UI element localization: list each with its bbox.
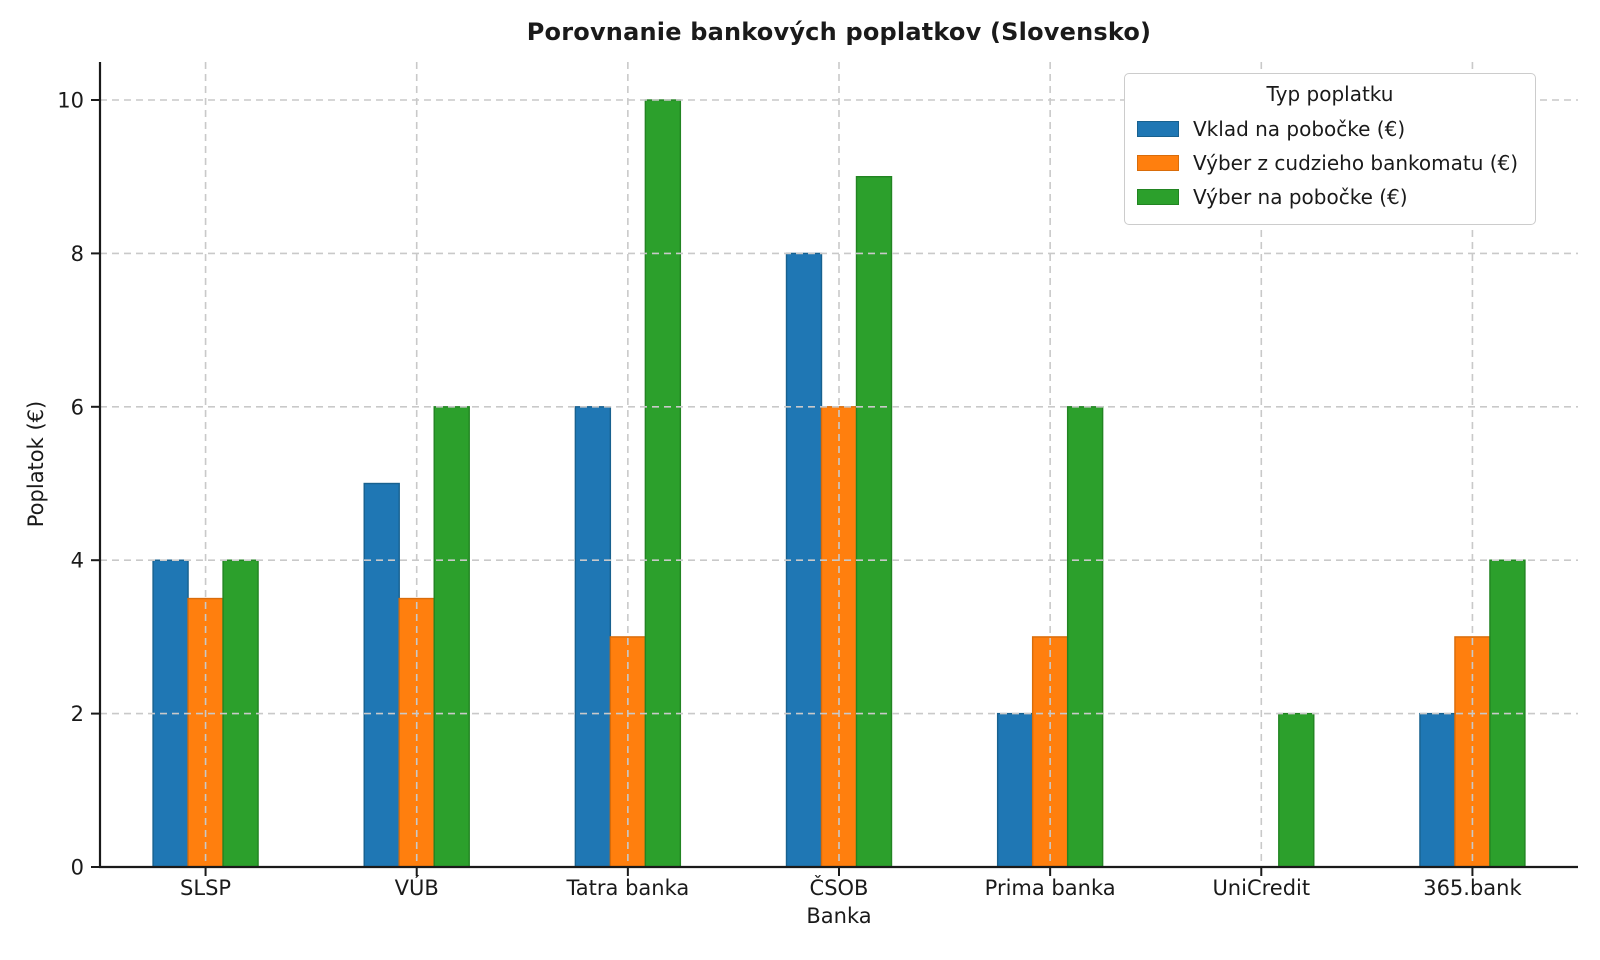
x-tick-label: VÚB (395, 875, 439, 900)
bar (996, 712, 1034, 868)
x-axis-label: Banka (806, 904, 872, 928)
bar (1066, 406, 1104, 868)
y-tick-label: 8 (71, 242, 84, 266)
bar (152, 559, 189, 868)
legend-swatch (1137, 121, 1179, 137)
y-tick-label: 2 (71, 702, 84, 726)
bar (785, 252, 823, 868)
y-tick-label: 4 (71, 549, 84, 573)
x-tick-label: ČSOB (810, 875, 869, 900)
x-tick-label: 365.bank (1423, 876, 1522, 900)
legend-row: Vklad na pobočke (€) (1137, 112, 1523, 146)
bar (574, 406, 612, 868)
bar (855, 175, 893, 868)
legend-title: Typ poplatku (1266, 82, 1394, 106)
bar (1419, 712, 1456, 868)
x-tick-label: UniCredit (1212, 876, 1310, 900)
legend-swatch (1137, 155, 1179, 171)
chart-title: Porovnanie bankových poplatkov (Slovensk… (526, 18, 1152, 46)
legend-row: Výber z cudzieho bankomatu (€) (1137, 146, 1523, 180)
y-tick-label: 0 (71, 856, 84, 880)
bar (222, 559, 259, 868)
bar (1278, 712, 1315, 868)
legend: Typ poplatku Vklad na pobočke (€) Výber z… (1124, 73, 1536, 225)
legend-label: Výber na pobočke (€) (1193, 185, 1408, 209)
legend-swatch (1137, 189, 1179, 205)
legend-items: Vklad na pobočke (€) Výber z cudzieho ban… (1137, 112, 1523, 214)
legend-row: Výber na pobočke (€) (1137, 180, 1523, 214)
bar (433, 406, 470, 868)
x-tick-label: SLSP (180, 876, 231, 900)
legend-label: Výber z cudzieho bankomatu (€) (1193, 151, 1519, 175)
x-tick-label: Prima banka (985, 876, 1116, 900)
legend-label: Vklad na pobočke (€) (1193, 117, 1406, 141)
y-tick-label: 6 (71, 395, 84, 419)
y-tick-label: 10 (57, 89, 84, 113)
bar (363, 482, 400, 868)
bar (644, 99, 682, 868)
x-tick-label: Tatra banka (565, 876, 689, 900)
